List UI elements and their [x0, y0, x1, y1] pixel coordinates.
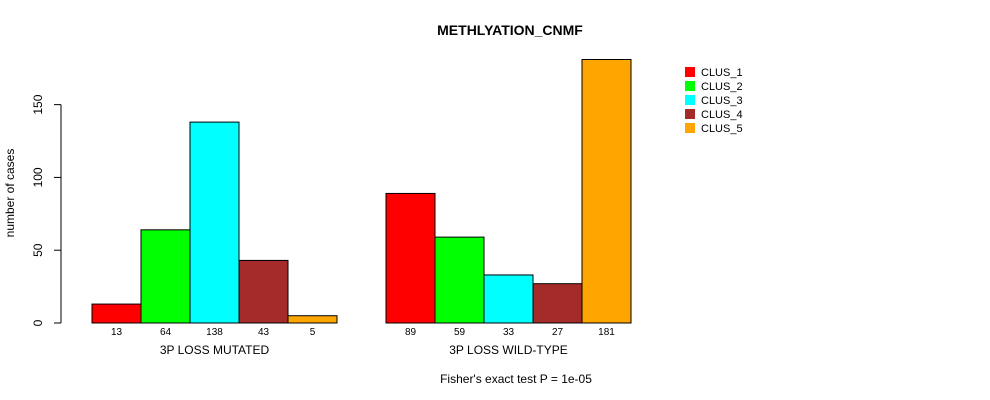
legend-label: CLUS_2 — [701, 81, 743, 93]
footnote: Fisher's exact test P = 1e-05 — [440, 372, 592, 386]
y-axis: 0 50 100 150 — [31, 94, 62, 326]
bar — [581, 59, 632, 324]
x-group-label: 3P LOSS WILD-TYPE — [449, 343, 567, 357]
legend-swatch — [685, 81, 695, 91]
legend-label: CLUS_1 — [701, 67, 743, 79]
bar — [434, 236, 485, 324]
y-tick-label: 0 — [31, 319, 45, 326]
legend-swatch — [685, 95, 695, 105]
bar — [91, 303, 142, 324]
legend-label: CLUS_4 — [701, 109, 743, 121]
bar-value-label: 43 — [258, 327, 270, 338]
y-axis-label: number of cases — [3, 149, 17, 238]
y-tick-label: 150 — [31, 94, 45, 114]
bar — [483, 274, 534, 324]
group-labels-layer: 3P LOSS MUTATED 3P LOSS WILD-TYPE — [160, 343, 568, 357]
bar — [287, 315, 338, 324]
legend-swatch — [685, 109, 695, 119]
bar-value-label: 138 — [206, 327, 223, 338]
bar-value-label: 33 — [503, 327, 515, 338]
chart-title: METHLYATION_CNMF — [437, 22, 583, 38]
bar-value-label: 27 — [552, 327, 564, 338]
bar-value-label: 64 — [160, 327, 172, 338]
legend-swatch — [685, 67, 695, 77]
legend: CLUS_1 CLUS_2 CLUS_3 CLUS_4 CLUS_5 — [685, 67, 743, 135]
bar — [532, 283, 583, 324]
bar-value-label: 181 — [598, 327, 615, 338]
x-group-label: 3P LOSS MUTATED — [160, 343, 270, 357]
y-tick-label: 100 — [31, 167, 45, 187]
bar — [189, 121, 240, 324]
legend-label: CLUS_5 — [701, 123, 743, 135]
bar-value-label: 59 — [454, 327, 466, 338]
bar — [385, 192, 436, 324]
legend-label: CLUS_3 — [701, 95, 743, 107]
y-tick-label: 50 — [31, 243, 45, 257]
bar-value-label: 89 — [405, 327, 417, 338]
bar-value-label: 5 — [310, 327, 316, 338]
legend-swatch — [685, 123, 695, 133]
bar — [238, 259, 289, 324]
bar — [140, 229, 191, 324]
bars-layer — [91, 59, 632, 324]
value-labels-layer: 13 64 138 43 5 89 59 33 27 181 — [111, 327, 615, 338]
bar-value-label: 13 — [111, 327, 123, 338]
